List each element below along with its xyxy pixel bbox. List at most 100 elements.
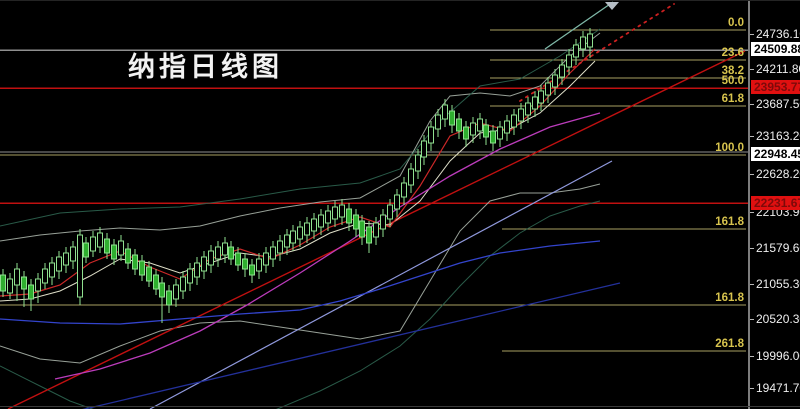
candle-down xyxy=(346,208,352,224)
axis-tick xyxy=(750,248,754,249)
candle-down xyxy=(249,264,255,276)
candle-down xyxy=(111,244,117,260)
candle-up xyxy=(587,33,593,48)
trend-periwinkle xyxy=(149,160,613,409)
candle-up xyxy=(511,114,517,128)
candle-down xyxy=(456,118,462,132)
candle-up xyxy=(14,268,20,286)
candle-up xyxy=(373,222,379,238)
candle-up xyxy=(270,246,276,260)
candle-up xyxy=(504,120,510,134)
candle-down xyxy=(353,214,359,230)
candle-up xyxy=(97,232,103,248)
candle-up xyxy=(470,122,476,136)
axis-tick xyxy=(750,212,754,213)
candle-up xyxy=(311,218,317,232)
chart-title: 纳指日线图 xyxy=(128,52,283,82)
axis-tick xyxy=(750,104,754,105)
last-price-label: 24509.88 xyxy=(751,42,800,56)
candle-up xyxy=(284,234,290,248)
candle-up xyxy=(394,194,400,210)
candle-up xyxy=(194,262,200,278)
candlestick-chart[interactable]: 0.0 23.6 38.250.0 61.8 100.0 161.8 161.8 261.8 xyxy=(0,1,748,409)
candle-down xyxy=(159,282,165,298)
candle-up xyxy=(573,44,579,58)
fib-label: 61.8 xyxy=(722,93,745,105)
axis-tick-label: 23687.50 xyxy=(756,97,800,111)
candle-up xyxy=(215,246,221,260)
candle-up xyxy=(49,262,55,278)
candle-up xyxy=(545,82,551,96)
candle-down xyxy=(366,226,372,244)
ma-white xyxy=(0,60,596,302)
band-gray-upper xyxy=(0,32,601,242)
candle-down xyxy=(463,126,469,140)
candle-up xyxy=(566,54,572,68)
candle-up xyxy=(187,268,193,284)
axis-tick xyxy=(750,284,754,285)
candle-up xyxy=(63,252,69,266)
axis-tick-label: 21055.30 xyxy=(756,277,800,291)
band-teal-upper xyxy=(0,28,601,227)
candle-up xyxy=(442,104,448,120)
triangle-down-marker xyxy=(605,2,619,10)
ma-magenta xyxy=(54,112,601,380)
candle-up xyxy=(318,214,324,228)
axis-tick xyxy=(750,356,754,357)
candle-up xyxy=(380,214,386,230)
candle-up xyxy=(77,234,83,298)
axis-tick-label: 23163.20 xyxy=(756,129,800,143)
axis-tick xyxy=(750,69,754,70)
candle-up xyxy=(304,222,310,236)
axis-tick xyxy=(750,34,754,35)
alert-price-label: 22231.67 xyxy=(751,196,800,210)
candle-up xyxy=(256,258,262,272)
candle-down xyxy=(139,260,145,276)
axis-tick-label: 21579.60 xyxy=(756,241,800,255)
axis-tick xyxy=(750,388,754,389)
candle-up xyxy=(90,236,96,252)
axis-tick-label: 19996.00 xyxy=(756,349,800,363)
axis-tick xyxy=(750,319,754,320)
candle-up xyxy=(263,252,269,266)
candle-down xyxy=(166,290,172,306)
fib-label: 161.8 xyxy=(715,292,744,304)
band-teal-lower xyxy=(0,200,601,409)
candle-up xyxy=(339,204,345,218)
candle-up xyxy=(222,242,228,256)
candle-up xyxy=(518,108,524,122)
price-axis[interactable]: 24736.10 24211.80 23687.50 23163.20 22628.20… xyxy=(748,1,800,409)
last-price-label: 22948.45 xyxy=(751,147,800,161)
candle-up xyxy=(532,96,538,110)
candle-up xyxy=(277,240,283,254)
fib-label: 100.0 xyxy=(715,142,744,154)
candle-up xyxy=(477,118,483,132)
candle-up xyxy=(435,114,441,130)
candle-down xyxy=(28,284,34,300)
candle-up xyxy=(325,210,331,224)
candle-up xyxy=(552,74,558,88)
fib-label: 0.0 xyxy=(728,17,744,29)
chart-canvas[interactable]: 0.0 23.6 38.2 50.0 61.8 100.0 161.8 161.8 261.8 … xyxy=(0,1,748,409)
candle-down xyxy=(153,274,159,290)
fib-label: 23.6 xyxy=(722,47,744,59)
axis-tick xyxy=(750,136,754,137)
candle-up xyxy=(201,256,207,272)
candle-up xyxy=(297,226,303,240)
candle-up xyxy=(208,250,214,266)
candle-up xyxy=(180,276,186,292)
candle-down xyxy=(0,274,6,292)
candle-up xyxy=(332,206,338,220)
candle-up xyxy=(173,284,179,300)
candle-up xyxy=(525,102,531,116)
alert-price-label: 23953.77 xyxy=(751,80,800,94)
fib-label: 38.2 xyxy=(722,65,744,77)
ma-red xyxy=(0,48,596,297)
candle-down xyxy=(83,242,89,258)
candle-down xyxy=(21,276,27,290)
candle-up xyxy=(290,230,296,244)
candle-down xyxy=(132,254,138,270)
trend-teal-arrow xyxy=(544,1,614,50)
candle-up xyxy=(56,256,62,272)
